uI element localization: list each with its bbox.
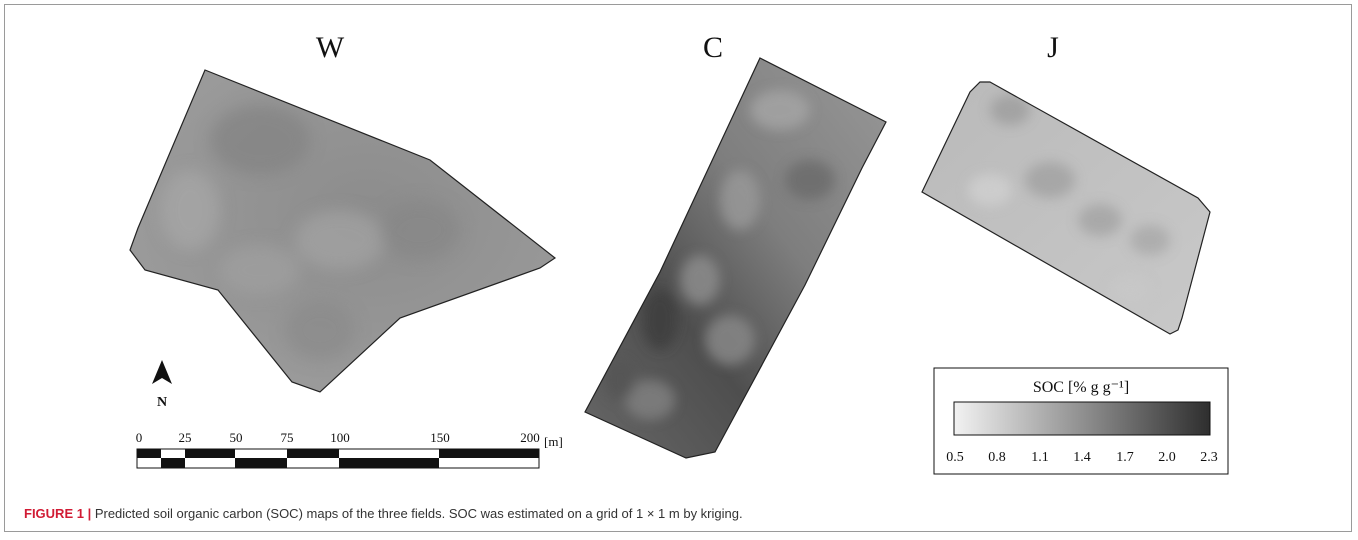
panel-label-j: J bbox=[1047, 31, 1059, 64]
legend-tick: 0.8 bbox=[988, 450, 1006, 465]
scale-bar bbox=[136, 448, 540, 469]
figure-frame bbox=[4, 4, 1352, 532]
field-w-map bbox=[129, 69, 557, 393]
scale-tick: 25 bbox=[179, 430, 192, 445]
scale-tick: 0 bbox=[136, 430, 143, 445]
legend-color-bar bbox=[953, 401, 1211, 436]
scale-tick: 200 bbox=[520, 430, 540, 445]
legend-tick: 1.4 bbox=[1073, 450, 1091, 465]
legend-box bbox=[933, 367, 1229, 475]
panel-label-w: W bbox=[316, 31, 345, 64]
legend-title: SOC [% g g⁻¹] bbox=[1033, 379, 1129, 396]
legend-tick: 2.0 bbox=[1158, 450, 1176, 465]
panel-label-c: C bbox=[703, 31, 723, 64]
scale-tick: 150 bbox=[430, 430, 450, 445]
legend-tick: 0.5 bbox=[946, 450, 964, 465]
north-arrow-icon bbox=[152, 360, 172, 384]
figure-caption: FIGURE 1 | Predicted soil organic carbon… bbox=[24, 506, 743, 521]
field-c-map bbox=[584, 57, 887, 459]
scale-tick: 50 bbox=[230, 430, 243, 445]
caption-text: Predicted soil organic carbon (SOC) maps… bbox=[91, 506, 743, 521]
legend-tick: 2.3 bbox=[1200, 450, 1218, 465]
scale-tick: 75 bbox=[281, 430, 294, 445]
field-j-map bbox=[921, 81, 1211, 335]
scale-unit: [m] bbox=[544, 434, 563, 449]
scale-tick: 100 bbox=[330, 430, 350, 445]
legend-tick: 1.1 bbox=[1031, 450, 1049, 465]
legend-tick: 1.7 bbox=[1116, 450, 1134, 465]
caption-label: FIGURE 1 | bbox=[24, 506, 92, 521]
north-label: N bbox=[157, 395, 167, 410]
